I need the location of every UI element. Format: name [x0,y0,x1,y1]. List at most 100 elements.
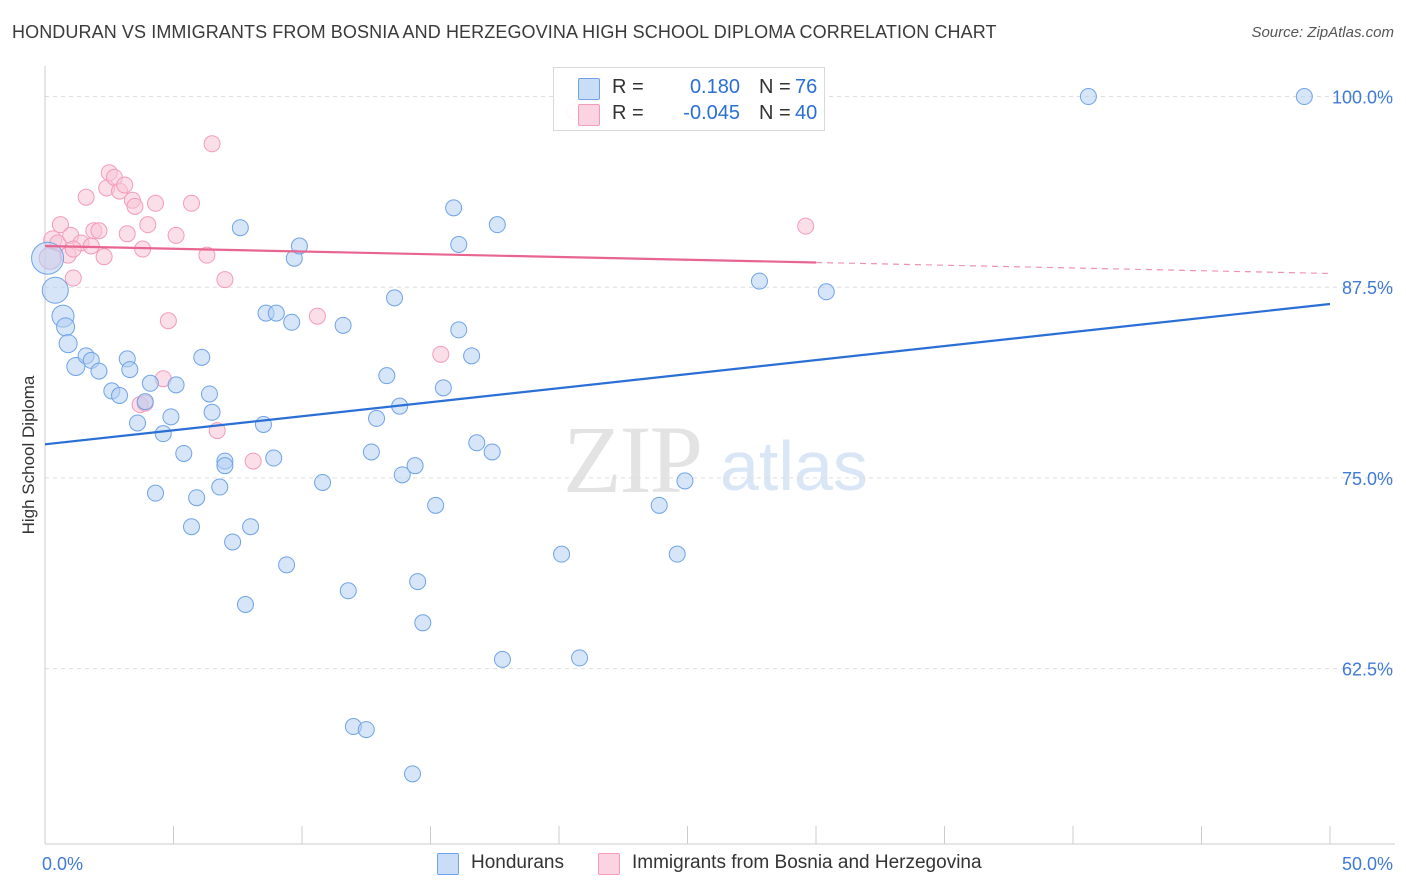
honduran-trend-line [44,302,1331,446]
honduran-point [357,721,375,739]
honduran-point [404,765,422,783]
zipatlas-watermark: ZIP atlas [563,406,868,513]
chart-title: HONDURAN VS IMMIGRANTS FROM BOSNIA AND H… [12,22,997,42]
honduran-point [211,478,229,496]
bosnia-point [244,452,262,470]
honduran-point [386,289,404,307]
honduran-point [493,650,511,668]
honduran-point [468,434,486,452]
honduran-point [175,444,193,462]
watermark-zip: ZIP [563,406,701,513]
honduran-point [553,545,571,563]
y-tick-label: 62.5% [1342,660,1393,680]
honduran-point [141,374,159,392]
legend-r-value: 0.180 [689,76,740,98]
honduran-point [817,283,835,301]
bosnia-point [95,248,113,266]
bosnia-trend-line [44,244,817,264]
honduran-point [1079,88,1097,106]
honduran-point [136,393,154,411]
tick-labels: 100.0% 87.5% 75.0% 62.5% 0.0% 50.0% [42,88,1393,874]
bosnia-point [90,222,108,240]
legend-n-label: N = [759,102,791,124]
honduran-point [450,235,468,253]
honduran-point [409,573,427,591]
honduran-point [290,237,308,255]
bosnia-point [64,240,82,258]
legend-n-value: 40 [795,102,818,124]
honduran-point [267,304,285,322]
bosnia-point [432,345,450,363]
honduran-point [111,387,129,405]
legend-n-label: N = [759,76,791,98]
watermark-atlas: atlas [720,427,868,505]
honduran-point [56,317,76,337]
honduran-point [571,649,589,667]
honduran-point [463,347,481,365]
bosnia-point [167,226,185,244]
x-tick-label: 0.0% [42,854,83,874]
honduran-point [188,489,206,507]
honduran-point [450,321,468,339]
legend-swatch-pink [598,853,620,875]
honduran-point [1295,88,1313,106]
honduran-point [200,385,218,403]
honduran-point [434,379,452,397]
honduran-point [314,473,332,491]
bosnia-point [147,194,165,212]
legend-r-label: R = [612,76,644,98]
bosnia-point [182,194,200,212]
legend-label: Immigrants from Bosnia and Herzegovina [632,852,982,873]
bosnia-point [139,216,157,234]
bosnia-point [118,225,136,243]
honduran-point [154,425,172,443]
bosnia-point [203,135,221,153]
bosnia-point [116,176,134,194]
source-label: Source: ZipAtlas.com [1251,24,1394,41]
honduran-point [668,545,686,563]
honduran-point [483,443,501,461]
honduran-points [31,88,1313,783]
honduran-point [393,466,411,484]
honduran-point [90,362,108,380]
honduran-point [362,443,380,461]
honduran-point [41,276,69,304]
honduran-point [750,272,768,290]
honduran-point [182,518,200,536]
honduran-point [378,367,396,385]
bosnia-point [308,307,326,325]
honduran-point [167,376,185,394]
honduran-point [162,408,180,426]
legend-n-value: 76 [795,76,818,98]
legend-label: Hondurans [471,852,564,873]
honduran-point [129,414,147,432]
honduran-point [414,614,432,632]
bosnia-point [51,216,69,234]
honduran-point [488,216,506,234]
bosnia-trend-extension [815,261,1331,275]
legend-swatch-blue [578,78,600,100]
y-tick-label: 75.0% [1342,469,1393,489]
honduran-point [676,472,694,490]
honduran-point [283,313,301,331]
honduran-point [203,403,221,421]
honduran-point [216,457,234,475]
honduran-point [121,361,139,379]
bosnia-point [216,271,234,289]
correlation-legend: R = 0.180 N = 76 R = -0.045 N = 40 [553,67,825,131]
honduran-point [231,219,249,237]
bosnia-point [198,246,216,264]
honduran-point [31,241,65,275]
legend-swatch-pink [578,104,600,126]
honduran-point [650,496,668,514]
gridlines [45,96,1395,670]
x-tick-label: 50.0% [1342,854,1393,874]
honduran-point [193,348,211,366]
honduran-point [445,199,463,217]
honduran-point [427,496,445,514]
bosnia-point [77,188,95,206]
honduran-point [406,457,424,475]
legend-r-value: -0.045 [683,102,740,124]
legend-r-label: R = [612,102,644,124]
